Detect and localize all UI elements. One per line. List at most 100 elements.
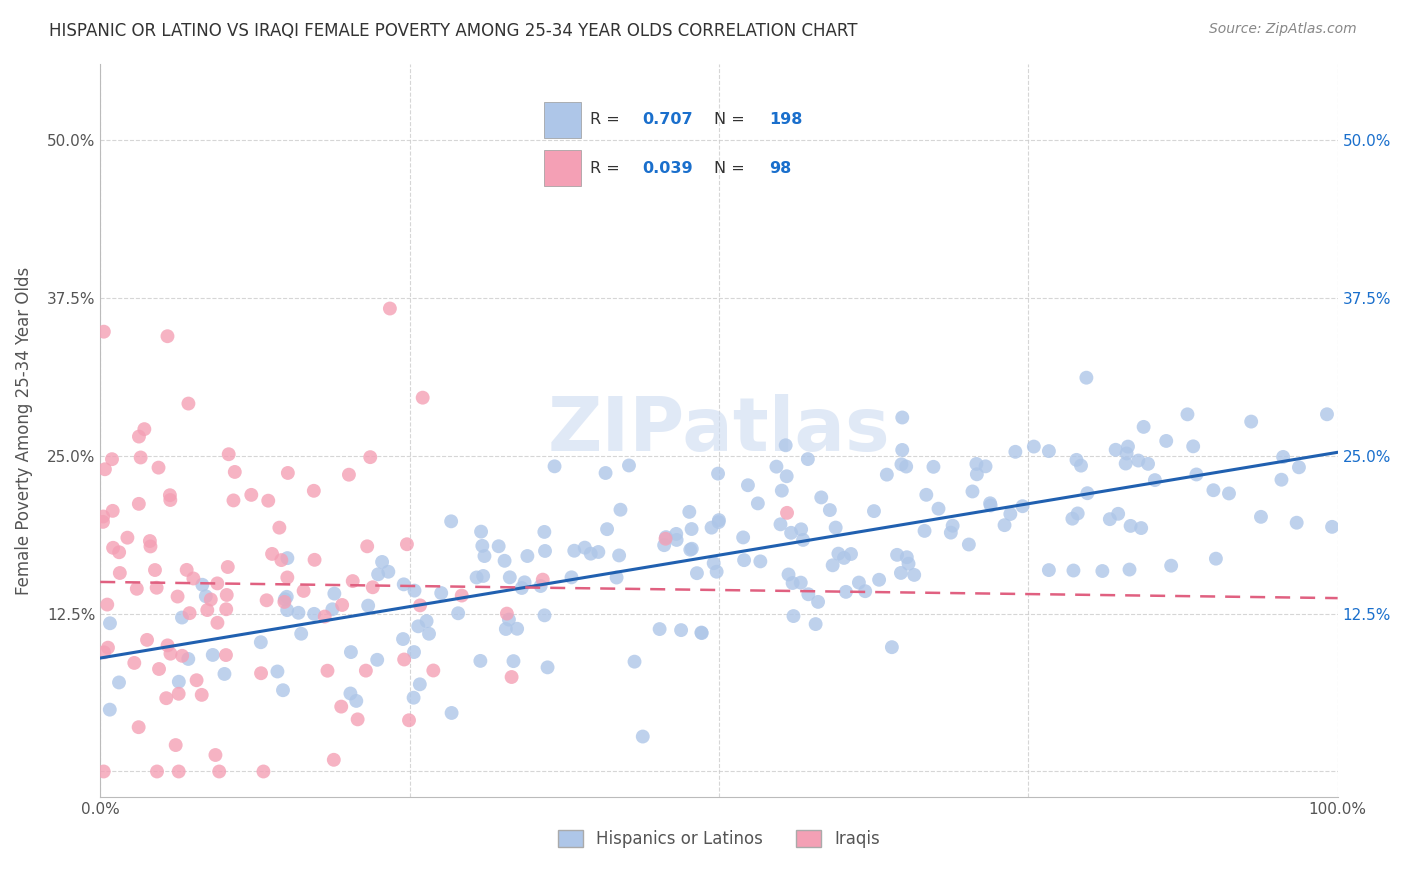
Point — [562, 543, 585, 558]
Point — [807, 595, 830, 609]
Text: R =: R = — [591, 161, 620, 176]
Point — [96, 598, 118, 612]
Point — [409, 677, 432, 691]
Point — [516, 549, 538, 563]
Point — [1115, 457, 1137, 471]
Point — [392, 652, 415, 666]
Point — [827, 547, 849, 561]
Point — [472, 569, 495, 583]
Point — [707, 513, 730, 527]
Point — [321, 602, 343, 616]
Point — [465, 570, 488, 584]
Point — [1285, 516, 1308, 530]
Point — [337, 467, 360, 482]
Point — [980, 499, 1002, 513]
Point — [342, 574, 364, 588]
Point — [395, 537, 418, 551]
Point — [155, 691, 177, 706]
Point — [447, 607, 470, 621]
Point — [108, 566, 131, 580]
Point — [101, 504, 124, 518]
Point — [496, 607, 519, 621]
Point — [1098, 512, 1121, 526]
Point — [609, 502, 631, 516]
Point — [128, 429, 150, 443]
Point — [357, 599, 380, 613]
Point — [366, 653, 388, 667]
Point — [367, 567, 389, 582]
Point — [1062, 511, 1084, 525]
Point — [1011, 499, 1033, 513]
Point — [1205, 551, 1227, 566]
Point — [224, 465, 246, 479]
Point — [392, 632, 415, 646]
Point — [356, 539, 378, 553]
Y-axis label: Female Poverty Among 25-34 Year Olds: Female Poverty Among 25-34 Year Olds — [15, 267, 32, 595]
Point — [530, 579, 553, 593]
Point — [201, 648, 224, 662]
Point — [631, 730, 654, 744]
Point — [579, 547, 602, 561]
Point — [896, 459, 918, 474]
Point — [775, 438, 797, 452]
Point — [531, 573, 554, 587]
Point — [835, 585, 858, 599]
Point — [412, 391, 434, 405]
Point — [1272, 450, 1295, 464]
Point — [966, 467, 988, 482]
Point — [1004, 445, 1026, 459]
Point — [1177, 408, 1199, 422]
Legend: Hispanics or Latinos, Iraqis: Hispanics or Latinos, Iraqis — [551, 822, 887, 855]
Point — [665, 527, 688, 541]
Point — [359, 450, 381, 465]
Point — [125, 582, 148, 596]
Point — [302, 607, 325, 621]
Point — [159, 493, 181, 508]
Point — [134, 422, 156, 436]
Point — [890, 458, 912, 472]
Point — [797, 452, 820, 467]
Point — [98, 703, 121, 717]
Point — [790, 575, 813, 590]
Point — [139, 540, 162, 554]
Point — [707, 467, 730, 481]
Point — [890, 566, 912, 580]
Point — [494, 554, 516, 568]
Point — [818, 503, 841, 517]
Point — [186, 673, 208, 688]
Point — [880, 640, 903, 655]
Point — [440, 706, 463, 720]
Point — [1316, 407, 1339, 421]
Text: Source: ZipAtlas.com: Source: ZipAtlas.com — [1209, 22, 1357, 37]
Point — [252, 764, 274, 779]
Point — [177, 652, 200, 666]
Point — [681, 541, 703, 556]
Point — [128, 497, 150, 511]
Point — [596, 522, 619, 536]
Point — [339, 686, 361, 700]
Point — [942, 518, 965, 533]
Point — [863, 504, 886, 518]
Point — [371, 555, 394, 569]
Point — [361, 580, 384, 594]
Point — [378, 301, 401, 316]
Point — [409, 599, 432, 613]
Point — [839, 547, 862, 561]
Point — [1137, 457, 1160, 471]
Point — [316, 664, 339, 678]
Point — [780, 525, 803, 540]
Point — [450, 589, 472, 603]
Point — [1038, 563, 1060, 577]
Point — [700, 521, 723, 535]
Point — [159, 647, 181, 661]
Point — [139, 534, 162, 549]
Point — [965, 457, 987, 471]
Point — [648, 622, 671, 636]
Point — [678, 505, 700, 519]
Point — [346, 712, 368, 726]
Text: 0.039: 0.039 — [643, 161, 693, 176]
Point — [257, 493, 280, 508]
Point — [1128, 453, 1150, 467]
Point — [146, 764, 169, 779]
Point — [270, 553, 292, 567]
